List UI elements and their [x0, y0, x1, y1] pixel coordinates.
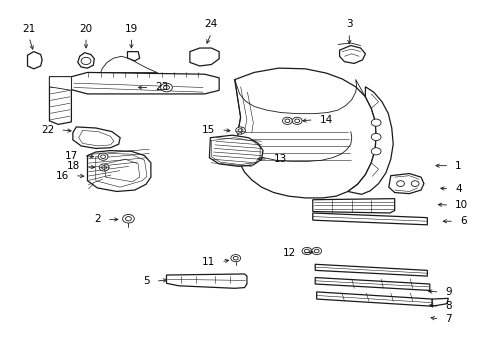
Circle shape [302, 247, 311, 255]
Circle shape [163, 85, 169, 90]
Circle shape [282, 117, 292, 125]
Circle shape [410, 181, 418, 186]
Polygon shape [316, 292, 431, 306]
Text: 5: 5 [143, 276, 150, 286]
Text: 4: 4 [454, 184, 461, 194]
Circle shape [125, 217, 131, 221]
Polygon shape [78, 53, 94, 68]
Circle shape [235, 127, 245, 134]
Polygon shape [87, 150, 151, 192]
Text: 14: 14 [319, 115, 332, 125]
Circle shape [102, 166, 106, 169]
Circle shape [314, 249, 319, 253]
Circle shape [101, 155, 105, 158]
Text: 10: 10 [454, 200, 468, 210]
Text: 21: 21 [22, 24, 36, 34]
Text: 9: 9 [445, 287, 451, 297]
Polygon shape [127, 51, 140, 61]
Circle shape [99, 164, 109, 171]
Polygon shape [71, 72, 219, 94]
Text: 22: 22 [41, 125, 54, 135]
Text: 7: 7 [445, 314, 451, 324]
Polygon shape [234, 68, 375, 198]
Polygon shape [73, 127, 120, 148]
Polygon shape [315, 278, 429, 291]
Polygon shape [388, 174, 423, 194]
Polygon shape [347, 87, 392, 194]
Circle shape [311, 247, 321, 255]
Text: 19: 19 [124, 24, 138, 34]
Text: 8: 8 [445, 301, 451, 311]
Circle shape [370, 148, 380, 155]
Text: 17: 17 [64, 150, 78, 161]
Circle shape [230, 255, 240, 262]
Polygon shape [431, 298, 447, 306]
Polygon shape [312, 213, 427, 225]
Circle shape [370, 134, 380, 140]
Circle shape [370, 119, 380, 126]
Text: 11: 11 [202, 257, 215, 267]
Polygon shape [312, 199, 394, 213]
Circle shape [233, 256, 238, 260]
Text: 18: 18 [67, 161, 80, 171]
Polygon shape [339, 45, 365, 63]
Circle shape [238, 129, 243, 132]
Polygon shape [209, 135, 263, 166]
Text: 6: 6 [459, 216, 466, 226]
Text: 2: 2 [94, 215, 101, 224]
Circle shape [304, 249, 309, 253]
Text: 3: 3 [346, 19, 352, 30]
Polygon shape [27, 51, 42, 69]
Text: 15: 15 [202, 125, 215, 135]
Circle shape [292, 117, 302, 125]
Circle shape [122, 215, 134, 223]
Circle shape [98, 153, 108, 160]
Polygon shape [189, 48, 219, 66]
Polygon shape [166, 274, 246, 288]
Text: 1: 1 [454, 161, 461, 171]
Circle shape [160, 83, 172, 92]
Circle shape [396, 181, 404, 186]
Text: 24: 24 [204, 19, 218, 30]
Text: 13: 13 [273, 154, 286, 164]
Text: 16: 16 [56, 171, 69, 181]
Polygon shape [315, 264, 427, 276]
Polygon shape [49, 77, 71, 125]
Polygon shape [49, 77, 71, 90]
Text: 20: 20 [80, 24, 92, 34]
Circle shape [285, 119, 289, 123]
Circle shape [81, 57, 91, 64]
Text: 12: 12 [283, 248, 296, 258]
Circle shape [294, 119, 299, 123]
Text: 23: 23 [155, 82, 168, 93]
